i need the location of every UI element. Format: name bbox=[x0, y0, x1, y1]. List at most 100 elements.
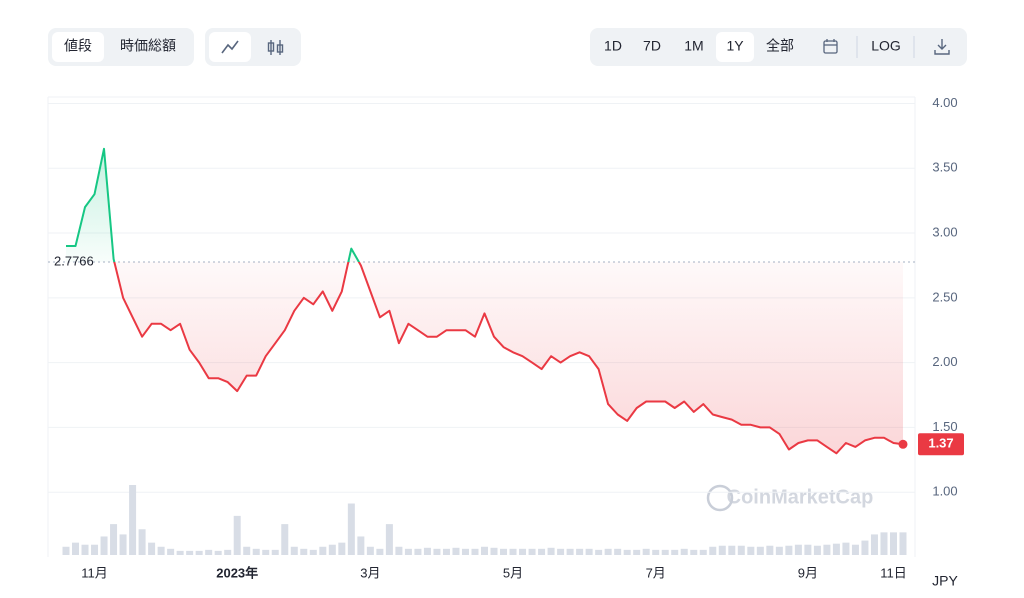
volume-bar bbox=[281, 524, 289, 555]
volume-bar bbox=[889, 532, 897, 555]
volume-bar bbox=[509, 548, 517, 555]
y-tick-label: 2.50 bbox=[932, 289, 957, 304]
volume-bar bbox=[328, 544, 336, 555]
volume-bar bbox=[680, 548, 688, 555]
range-button[interactable]: 全部 bbox=[766, 38, 794, 54]
volume-bar bbox=[690, 549, 698, 555]
volume-bar bbox=[176, 550, 184, 555]
volume-bar bbox=[395, 546, 403, 555]
range-selected bbox=[716, 32, 754, 62]
x-tick-label: 9月 bbox=[798, 565, 818, 580]
volume-bar bbox=[614, 548, 622, 555]
volume-bar bbox=[851, 544, 859, 555]
x-tick-label: 2023年 bbox=[216, 565, 258, 580]
volume-bar bbox=[62, 546, 70, 555]
volume-bar bbox=[157, 546, 165, 555]
volume-bar bbox=[433, 548, 441, 555]
y-tick-label: 3.00 bbox=[932, 224, 957, 239]
range-button[interactable]: 1M bbox=[684, 38, 703, 54]
volume-bar bbox=[775, 546, 783, 555]
metric-tab[interactable]: 時価総額 bbox=[120, 38, 176, 54]
volume-bar bbox=[794, 544, 802, 555]
volume-bar bbox=[252, 548, 260, 555]
volume-bar bbox=[91, 544, 99, 555]
volume-bar bbox=[490, 547, 498, 555]
last-price-tag bbox=[918, 433, 964, 456]
volume-bar bbox=[214, 550, 222, 555]
x-tick-label: 11日 bbox=[880, 565, 907, 580]
volume-bar bbox=[243, 546, 251, 555]
range-button[interactable]: 1D bbox=[604, 38, 622, 54]
volume-bar bbox=[110, 524, 118, 555]
currency-label: JPY bbox=[932, 573, 958, 589]
range-button[interactable]: 7D bbox=[643, 38, 661, 54]
volume-bar bbox=[224, 549, 232, 555]
y-tick-label: 2.00 bbox=[932, 354, 957, 369]
candle-icon[interactable] bbox=[267, 40, 284, 55]
volume-bar bbox=[547, 547, 555, 555]
volume-bar bbox=[728, 545, 736, 555]
line-icon bbox=[221, 40, 239, 54]
volume-bar bbox=[709, 546, 717, 555]
volume-bar bbox=[842, 542, 850, 555]
volume-bar bbox=[414, 548, 422, 555]
volume-bar bbox=[366, 546, 374, 555]
x-tick-label: 3月 bbox=[360, 565, 380, 580]
volume-bar bbox=[557, 548, 565, 555]
volume-bar bbox=[671, 549, 679, 555]
volume-bar bbox=[623, 549, 631, 555]
volume-bar bbox=[766, 545, 774, 555]
volume-bar bbox=[604, 548, 612, 555]
watermark: CoinMarketCap bbox=[727, 486, 874, 508]
x-tick-label: 5月 bbox=[503, 565, 523, 580]
volume-bar bbox=[338, 542, 346, 555]
volume-bar bbox=[81, 544, 89, 555]
watermark-logo bbox=[706, 484, 734, 512]
volume-bar bbox=[309, 549, 317, 555]
volume-bar bbox=[271, 549, 279, 555]
volume-bar bbox=[633, 549, 641, 555]
volume-bar bbox=[385, 524, 393, 555]
volume-bar bbox=[804, 544, 812, 555]
volume-bar bbox=[167, 548, 175, 555]
volume-bar bbox=[519, 548, 527, 555]
volume-bar bbox=[442, 548, 450, 555]
log-button[interactable]: LOG bbox=[871, 38, 901, 54]
volume-bar bbox=[823, 544, 831, 555]
volume-bar bbox=[718, 545, 726, 555]
volume-bar bbox=[538, 548, 546, 555]
volume-bar bbox=[585, 548, 593, 555]
metric-selected bbox=[52, 32, 104, 62]
volume-bar bbox=[899, 532, 907, 555]
calendar-button[interactable] bbox=[823, 39, 838, 54]
volume-bar bbox=[785, 545, 793, 555]
range-group bbox=[590, 28, 967, 66]
y-tick-label: 3.50 bbox=[932, 160, 957, 175]
metric-tab[interactable]: 値段 bbox=[64, 38, 92, 54]
baseline-label: 2.7766 bbox=[54, 253, 94, 268]
volume-bar bbox=[528, 548, 536, 555]
x-tick-label: 11月 bbox=[81, 565, 108, 580]
volume-bar bbox=[661, 549, 669, 555]
volume-bar bbox=[129, 485, 137, 555]
volume-bar bbox=[100, 536, 108, 555]
price-line bbox=[66, 147, 904, 455]
volume-bar bbox=[300, 548, 308, 555]
volume-bar bbox=[747, 546, 755, 555]
volume-bar bbox=[138, 529, 146, 555]
volume-bar bbox=[319, 546, 327, 555]
volume-bar bbox=[186, 550, 194, 555]
volume-bar bbox=[423, 547, 431, 555]
volume-bar bbox=[376, 548, 384, 555]
volume-bar bbox=[461, 548, 469, 555]
area bbox=[66, 148, 903, 454]
volume-bar bbox=[205, 549, 213, 555]
volume-bar bbox=[652, 549, 660, 555]
volume-bar bbox=[233, 515, 241, 555]
range-button[interactable]: 1Y bbox=[726, 38, 744, 54]
volume-bar bbox=[880, 532, 888, 555]
download-button[interactable] bbox=[934, 39, 950, 55]
volume-bar bbox=[813, 545, 821, 555]
x-tick-label: 7月 bbox=[646, 565, 666, 580]
